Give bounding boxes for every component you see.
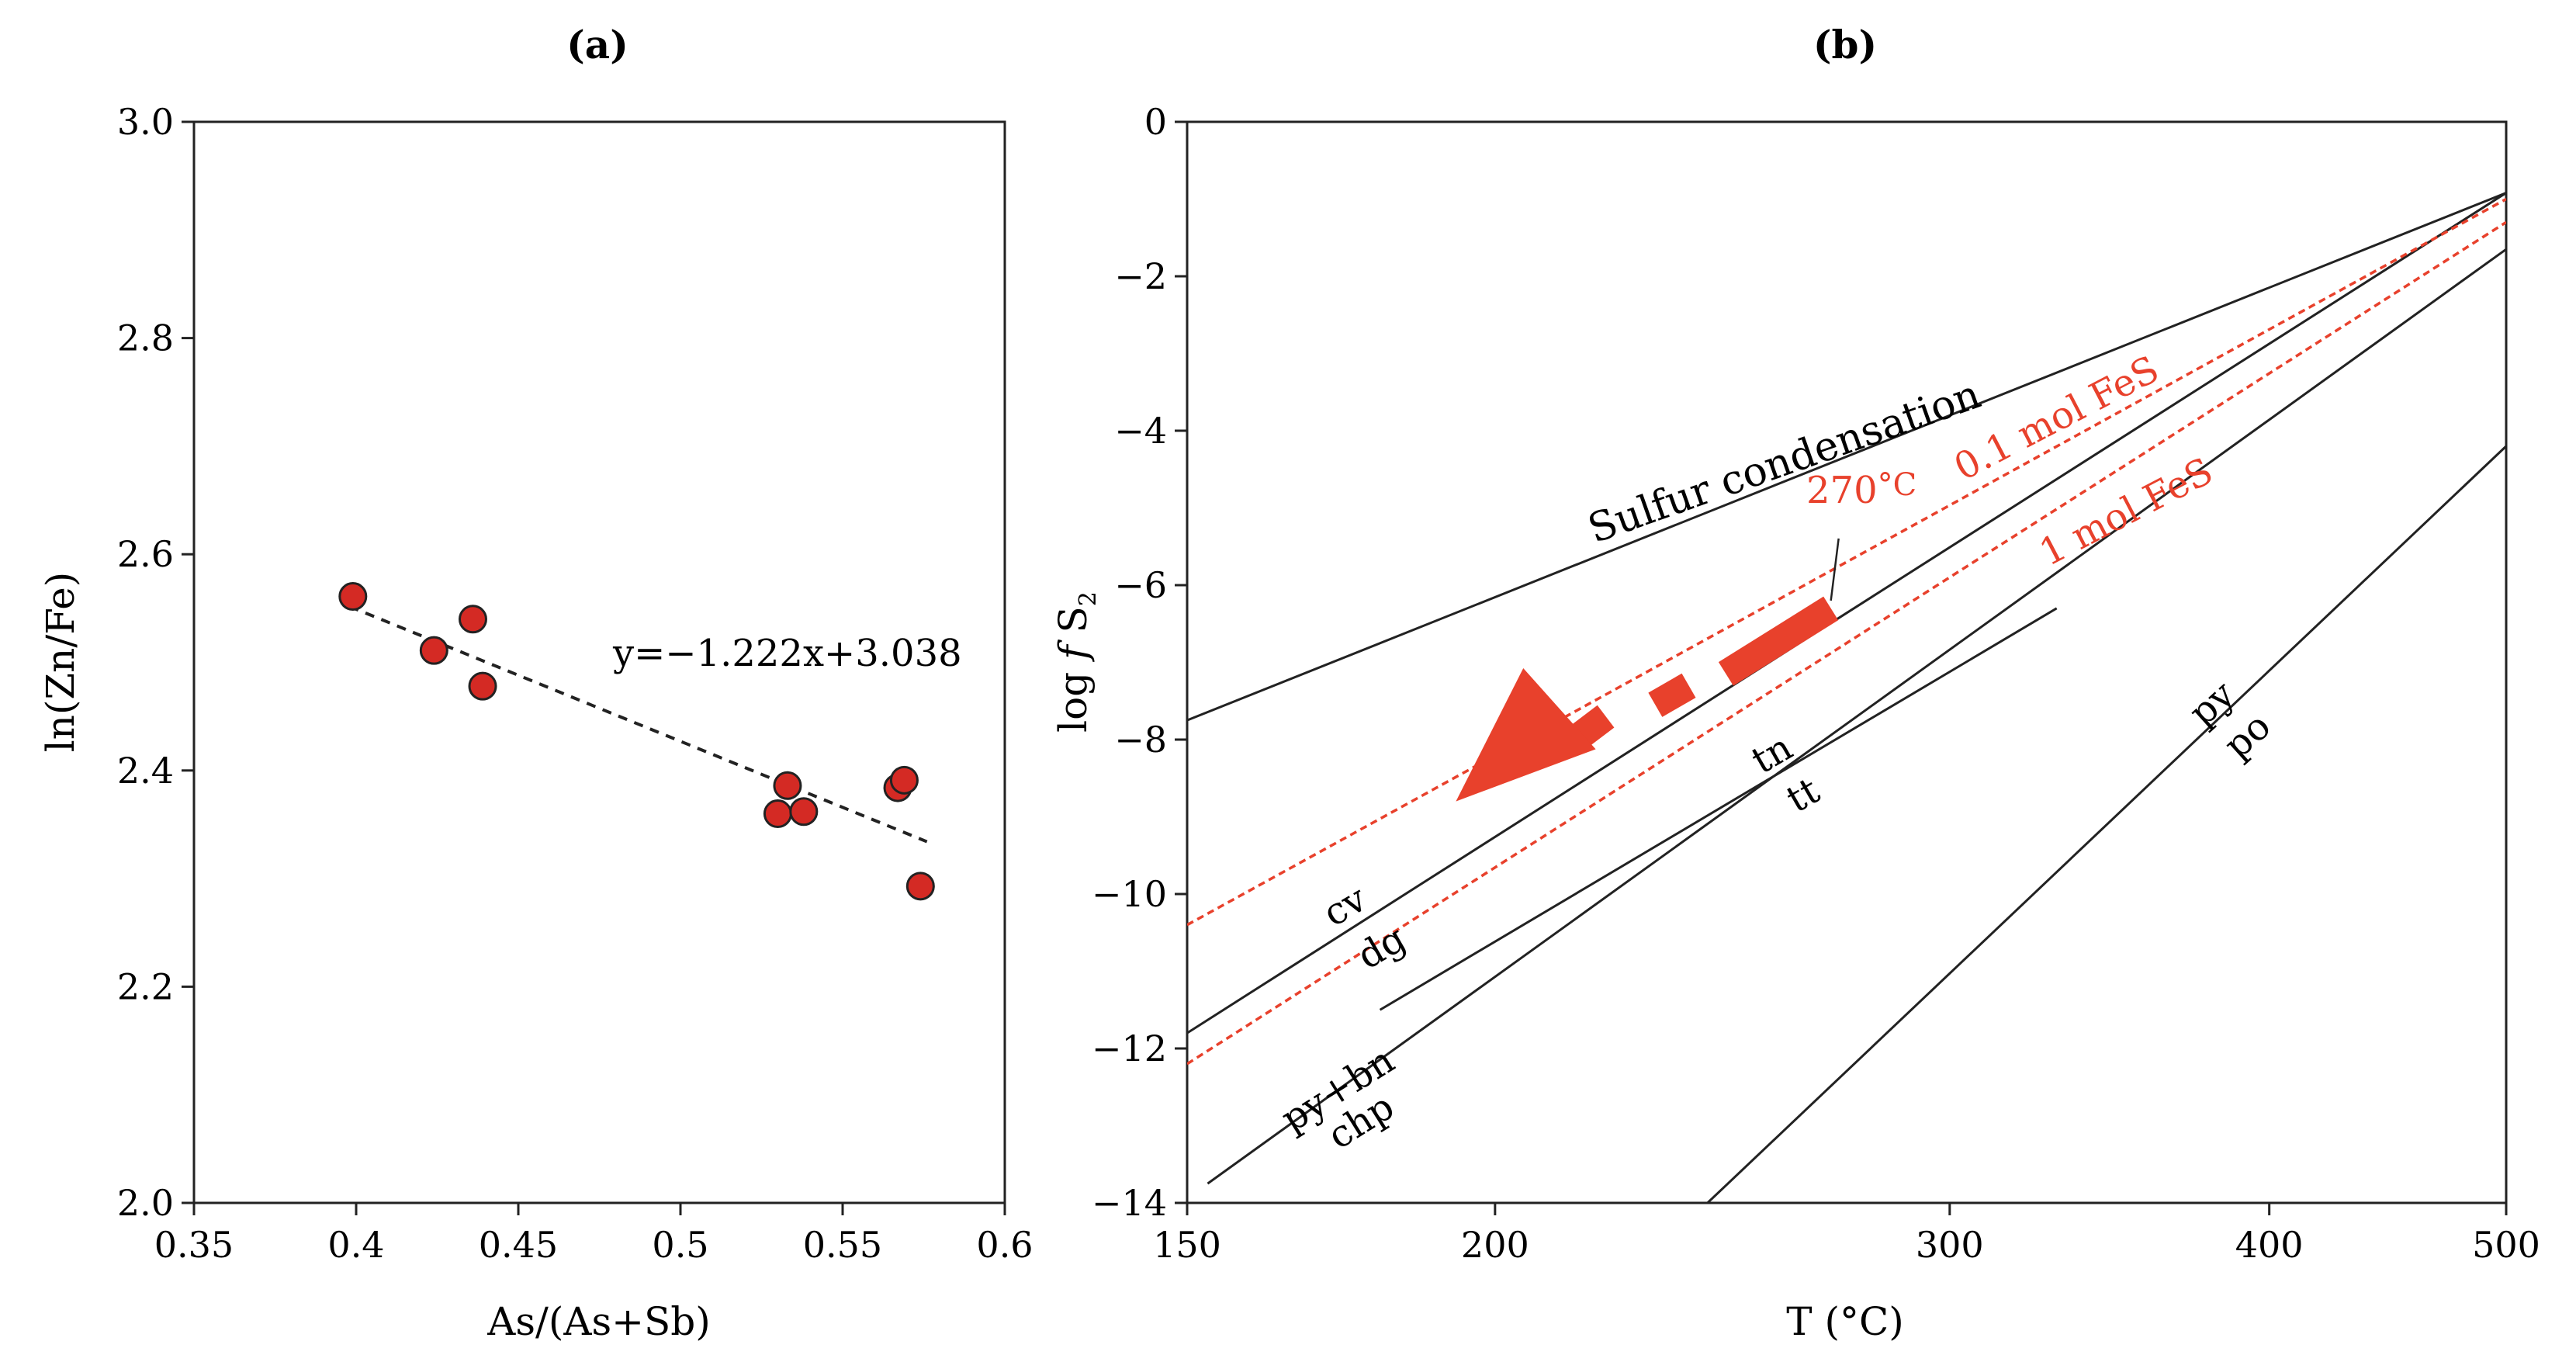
y-tick-label: 2.2	[117, 965, 174, 1007]
panel-b-x-axis-title: T (°C)	[1786, 1299, 1904, 1344]
boundary-line	[1207, 248, 2506, 1185]
data-point	[763, 799, 792, 829]
panel-a: (a) 2.0 2.2 2.4 2.6 2.8 3.0 0.35 0.4 0.45 0.5 0.5…	[38, 22, 1034, 1344]
data-point	[789, 797, 819, 827]
trend-markers	[1456, 538, 1840, 802]
label-sulfur-condensation: Sulfur condensation	[1582, 371, 1986, 553]
panel-b-plot-frame	[1186, 120, 2508, 1204]
y-tick-label: 0	[1144, 101, 1167, 143]
trend-arrow-head	[1456, 668, 1596, 802]
y-tick-label: −8	[1114, 719, 1167, 761]
label-270-c: 270°C	[1806, 467, 1916, 512]
panel-a-y-axis-title: ln(Zn/Fe)	[38, 572, 83, 753]
boundary-line	[1379, 607, 2058, 1011]
y-tick-label: −10	[1092, 873, 1167, 915]
x-tick-label: 0.5	[652, 1224, 708, 1266]
panel-a-plot-frame	[192, 120, 1006, 1204]
panel-a-x-axis-title: As/(As+Sb)	[486, 1299, 711, 1344]
boundary-line	[1187, 192, 2506, 722]
y-tick-label: 2.6	[117, 533, 174, 575]
y-tick-label: −14	[1092, 1182, 1167, 1224]
label-1-mol-fes: 1 mol FeS	[2033, 449, 2220, 575]
panel-b-y-axis: 0 −2 −4 −6 −8 −10 −12 −14	[1092, 101, 1187, 1224]
data-point	[458, 605, 487, 634]
boundary-line	[1187, 192, 2506, 1034]
x-tick-label: 0.55	[803, 1224, 882, 1266]
data-point	[905, 872, 935, 901]
fes-isopleths	[1187, 197, 2506, 1066]
trend-segment	[1648, 673, 1696, 717]
label-leader-line	[1830, 538, 1840, 601]
fes-isopleth-line	[1187, 220, 2506, 1066]
panel-b-x-axis: 150 200 300 400 500	[1153, 1203, 2540, 1266]
trend-segment	[1571, 705, 1615, 747]
x-tick-label: 200	[1461, 1224, 1529, 1266]
y-tick-label: 3.0	[117, 101, 174, 143]
phase-boundary-lines	[1187, 192, 2506, 1203]
data-point	[889, 765, 919, 795]
data-point	[468, 671, 497, 701]
fes-isopleth-line	[1187, 197, 2506, 927]
data-point	[338, 582, 368, 612]
x-tick-label: 0.35	[154, 1224, 234, 1266]
boundary-line	[1706, 445, 2506, 1203]
panel-a-y-axis: 2.0 2.2 2.4 2.6 2.8 3.0	[117, 101, 194, 1224]
y-tick-label: 2.8	[117, 317, 174, 359]
regression-equation: y=−1.222x+3.038	[612, 632, 962, 675]
data-point	[419, 636, 448, 665]
panel-a-x-axis: 0.35 0.4 0.45 0.5 0.55 0.6	[154, 1203, 1034, 1266]
x-tick-label: 400	[2235, 1224, 2304, 1266]
y-tick-label: −12	[1092, 1028, 1167, 1069]
y-tick-label: −6	[1114, 564, 1167, 606]
x-tick-label: 150	[1153, 1224, 1221, 1266]
trend-segment	[1718, 596, 1839, 686]
panel-b: (b) 0 −2 −4 −6 −8 −10 −12 −14 150 200 300 400 500 T…	[1051, 22, 2540, 1344]
label-0-1-mol-fes: 0.1 mol FeS	[1948, 348, 2166, 490]
panel-b-y-axis-title: log f S2	[1051, 591, 1102, 733]
x-tick-label: 0.45	[479, 1224, 558, 1266]
panel-b-label: (b)	[1813, 22, 1877, 68]
y-tick-label: 2.0	[117, 1182, 174, 1224]
x-tick-label: 0.4	[327, 1224, 384, 1266]
label-tt: tt	[1779, 769, 1826, 822]
x-tick-label: 500	[2472, 1224, 2540, 1266]
label-cv: cv	[1316, 877, 1374, 935]
x-tick-label: 300	[1916, 1224, 1984, 1266]
y-tick-label: −2	[1114, 255, 1167, 297]
panel-a-label: (a)	[566, 22, 628, 68]
y-tick-label: −4	[1114, 410, 1167, 452]
y-tick-label: 2.4	[117, 750, 174, 792]
data-points	[338, 582, 935, 901]
data-point	[773, 771, 802, 800]
label-tn: tn	[1744, 726, 1799, 783]
x-tick-label: 0.6	[976, 1224, 1033, 1266]
